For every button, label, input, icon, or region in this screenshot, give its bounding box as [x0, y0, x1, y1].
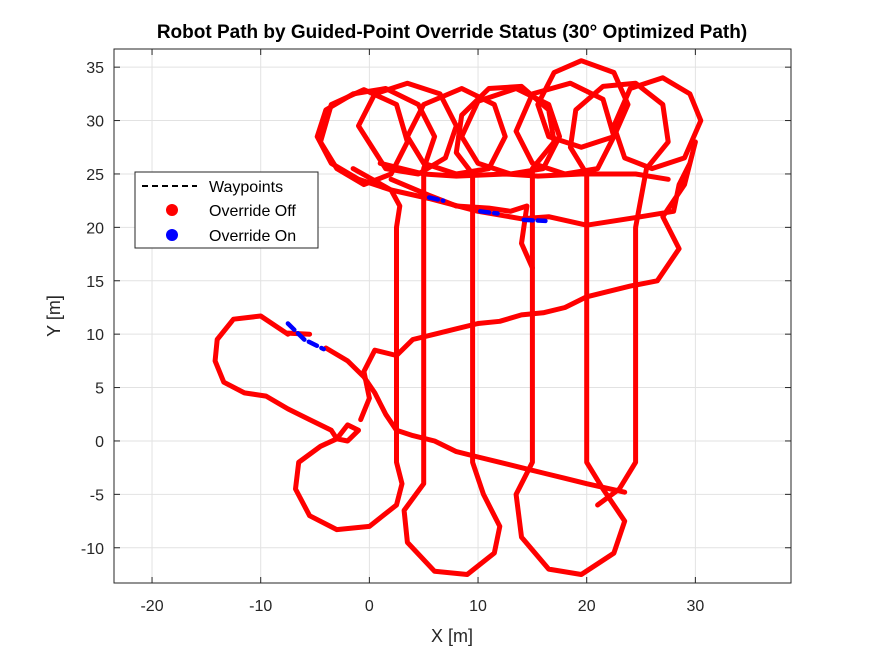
- y-tick-label: 20: [86, 220, 104, 237]
- path-segment: [323, 345, 628, 495]
- x-tick-label: 0: [365, 598, 374, 615]
- x-tick-label: 30: [686, 598, 704, 615]
- x-tick-label: -10: [249, 598, 272, 615]
- path-segment: [285, 321, 326, 352]
- ticks: -20 -10 0 10 20 30 -10 -5 0 5 10 15 20 25 30 35: [81, 49, 791, 615]
- y-tick-label: -5: [90, 487, 104, 504]
- path-segment: [377, 160, 671, 182]
- y-tick-label: 25: [86, 167, 104, 184]
- path-segment: [477, 209, 500, 216]
- path-segment: [459, 86, 562, 177]
- plot-box: [113, 48, 792, 584]
- legend-box: [134, 171, 319, 249]
- path-segment: [350, 139, 698, 423]
- x-tick-label: -20: [140, 598, 163, 615]
- x-tick-label: 10: [469, 598, 487, 615]
- path-segment: [318, 87, 410, 188]
- path-segment: [356, 80, 459, 177]
- path-segment: [521, 217, 548, 224]
- legend-override-on-label: Override On: [209, 228, 296, 245]
- y-axis-label: Y [m]: [44, 295, 64, 337]
- chart-title: Robot Path by Guided-Point Override Stat…: [157, 22, 747, 43]
- y-tick-label: 5: [95, 381, 104, 398]
- plot-area: [114, 49, 791, 583]
- path-segment: [212, 80, 671, 577]
- legend-override-off-label: Override Off: [209, 203, 296, 220]
- y-tick-label: 35: [86, 60, 104, 77]
- legend-override-off-marker: [166, 204, 178, 216]
- x-axis-label: X [m]: [431, 626, 473, 646]
- legend[interactable]: Waypoints Override Off Override On: [134, 171, 319, 249]
- legend-override-on-marker: [166, 229, 178, 241]
- x-tick-label: 20: [578, 598, 596, 615]
- y-tick-label: 30: [86, 114, 104, 131]
- legend-waypoints-label: Waypoints: [209, 179, 283, 196]
- path-segment: [426, 195, 446, 203]
- path-segment: [404, 86, 508, 177]
- series-layer: [212, 58, 704, 577]
- y-tick-label: 0: [95, 434, 104, 451]
- path-segment: [535, 58, 631, 150]
- y-tick-label: 10: [86, 327, 104, 344]
- series-override-on: [285, 195, 548, 352]
- path-segment: [611, 75, 704, 172]
- y-tick-label: -10: [81, 541, 104, 558]
- y-tick-label: 15: [86, 274, 104, 291]
